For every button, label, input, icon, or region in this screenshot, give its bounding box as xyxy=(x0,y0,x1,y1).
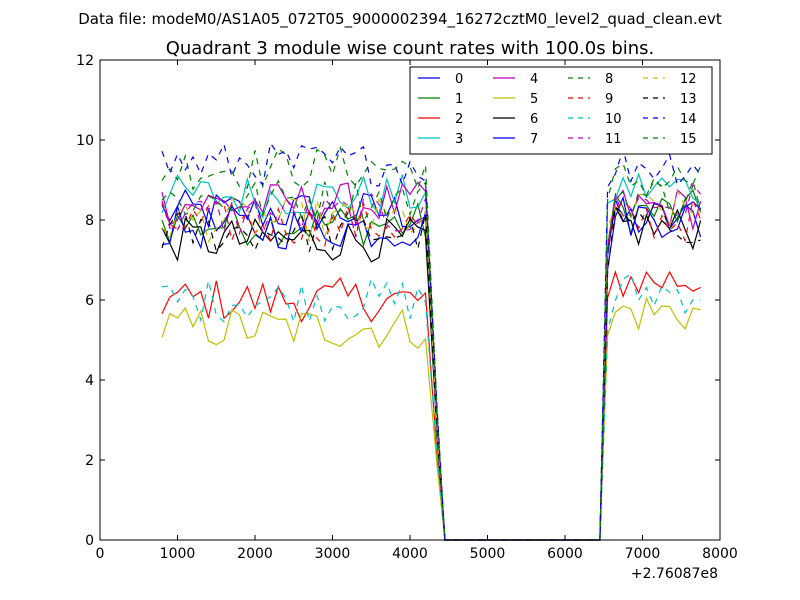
x-tick-label: 0 xyxy=(96,546,105,562)
legend-label-13: 13 xyxy=(680,92,697,107)
x-tick-label: 7000 xyxy=(625,546,661,562)
legend-label-6: 6 xyxy=(530,112,538,127)
series-line-10 xyxy=(161,273,701,541)
x-tick-label: 8000 xyxy=(702,546,738,562)
series-line-0 xyxy=(161,188,702,541)
series-line-8 xyxy=(161,145,702,541)
tick-layer: 0 1000 2000 3000 4000 5000 6000 7000 80000246810… xyxy=(76,53,738,562)
legend-label-0: 0 xyxy=(455,72,463,87)
y-tick-label: 8 xyxy=(85,213,94,229)
series-line-13 xyxy=(161,202,701,541)
series-line-7 xyxy=(161,195,702,541)
y-tick-label: 2 xyxy=(85,453,94,469)
y-tick-label: 0 xyxy=(85,533,94,549)
legend-label-5: 5 xyxy=(530,92,538,107)
series-line-12 xyxy=(161,189,701,541)
x-tick-label: 4000 xyxy=(392,546,428,562)
series-layer xyxy=(161,141,702,541)
x-offset-label: +2.76087e8 xyxy=(631,566,718,582)
x-tick-label: 5000 xyxy=(470,546,506,562)
series-line-14 xyxy=(161,141,702,541)
series-line-3 xyxy=(161,172,701,541)
y-tick-label: 12 xyxy=(76,53,94,69)
x-tick-label: 3000 xyxy=(315,546,351,562)
series-line-11 xyxy=(161,183,702,541)
legend-label-10: 10 xyxy=(605,112,622,127)
series-line-5 xyxy=(161,296,701,541)
legend-label-14: 14 xyxy=(680,112,697,127)
x-tick-label: 1000 xyxy=(160,546,196,562)
series-line-6 xyxy=(161,204,702,541)
legend-box xyxy=(409,66,713,155)
legend-label-15: 15 xyxy=(680,132,697,147)
legend-label-9: 9 xyxy=(605,92,613,107)
y-tick-label: 6 xyxy=(85,293,94,309)
legend-label-7: 7 xyxy=(530,132,538,147)
x-tick-label: 2000 xyxy=(237,546,273,562)
chart-title: Quadrant 3 module wise count rates with … xyxy=(166,38,655,59)
y-tick-label: 10 xyxy=(76,133,94,149)
legend-label-1: 1 xyxy=(455,92,463,107)
x-tick-label: 6000 xyxy=(547,546,583,562)
series-line-2 xyxy=(161,269,701,541)
legend-label-3: 3 xyxy=(455,132,463,147)
suptitle: Data file: modeM0/AS1A05_072T05_90000023… xyxy=(78,10,722,29)
legend-label-12: 12 xyxy=(680,72,697,87)
legend-label-2: 2 xyxy=(455,112,463,127)
legend-label-8: 8 xyxy=(605,72,613,87)
series-line-15 xyxy=(161,178,702,541)
axes-frame xyxy=(99,59,721,541)
legend-label-4: 4 xyxy=(530,72,538,87)
y-tick-label: 4 xyxy=(85,373,94,389)
legend-label-11: 11 xyxy=(605,132,622,147)
